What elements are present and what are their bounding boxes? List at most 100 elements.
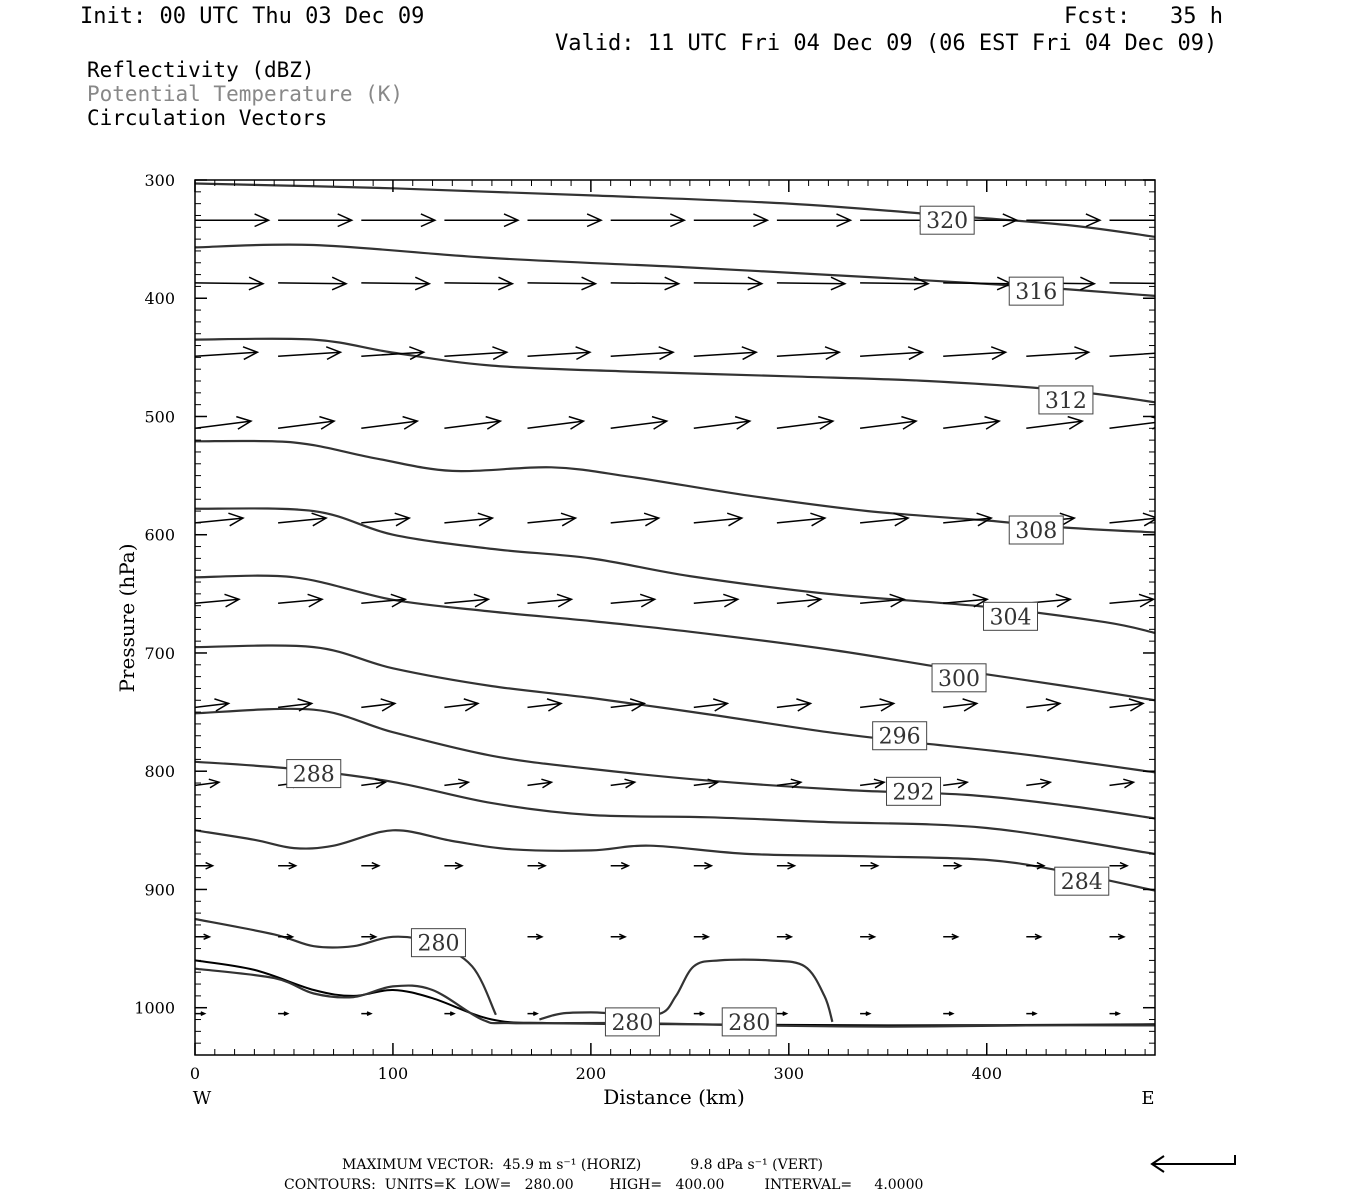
circulation-vector: [943, 512, 994, 527]
y-tick-label: 1000: [134, 999, 175, 1018]
circulation-vector: [278, 933, 295, 940]
circulation-vector: [444, 778, 471, 789]
contour-label: 308: [1015, 519, 1057, 544]
circulation-vector: [1109, 352, 1155, 357]
circulation-vector: [361, 213, 437, 228]
circulation-vector: [444, 512, 495, 527]
circulation-vector: [943, 698, 979, 712]
contour-label: 320: [926, 209, 968, 234]
circulation-vector: [361, 512, 412, 527]
legend-potential-temperature: Potential Temperature (K): [87, 82, 404, 106]
circulation-vector: [527, 861, 547, 870]
circulation-vector: [610, 276, 681, 291]
circulation-vector: [278, 861, 298, 870]
circulation-vector: [527, 213, 603, 228]
circulation-vector: [943, 346, 1008, 361]
circulation-vector: [278, 512, 328, 527]
circulation-vector: [1026, 415, 1085, 430]
circulation-vector: [860, 512, 910, 527]
contour-label: 300: [938, 667, 980, 692]
isentrope-284: [195, 829, 1155, 892]
circulation-vector: [693, 933, 711, 940]
y-tick-label: 300: [144, 171, 175, 190]
circulation-vector: [860, 346, 925, 361]
circulation-vector: [1026, 933, 1043, 940]
circulation-vector: [693, 778, 720, 789]
contour-label-box: [286, 759, 342, 789]
contour-label: 284: [1061, 870, 1103, 895]
circulation-vector: [527, 276, 598, 291]
circulation-vector: [278, 213, 354, 228]
circulation-vector: [776, 213, 853, 228]
circulation-vector: [1026, 346, 1091, 361]
circulation-vector: [527, 346, 592, 361]
circulation-vector: [195, 593, 241, 608]
circulation-vector: [943, 415, 1002, 430]
circulation-vector: [860, 861, 880, 870]
circulation-vector: [361, 698, 397, 712]
isentrope-312: [195, 337, 1155, 404]
circulation-vector: [361, 346, 426, 361]
circulation-vector: [610, 593, 657, 608]
circulation-vector: [1109, 415, 1155, 430]
circulation-vector: [693, 861, 714, 870]
circulation-vector: [1026, 778, 1053, 789]
circulation-vector: [693, 346, 759, 361]
circulation-vector: [195, 346, 260, 361]
circulation-vector: [278, 1011, 290, 1016]
circulation-vector: [1109, 593, 1155, 608]
circulation-vector: [1109, 778, 1136, 789]
circulation-vector: [943, 861, 963, 870]
x-tick-label: 400: [971, 1064, 1002, 1083]
circulation-vector: [195, 415, 253, 430]
circulation-vector: [776, 861, 797, 870]
contour-label-box: [1008, 276, 1064, 306]
circulation-vector: [278, 593, 324, 608]
circulation-vector: [278, 346, 343, 361]
circulation-vector: [444, 346, 509, 361]
x-tick-label: 0: [190, 1064, 200, 1083]
x-axis-left-end-label: W: [193, 1088, 212, 1109]
circulation-vector: [361, 593, 408, 608]
circulation-vector: [1109, 861, 1129, 870]
contour-label: 312: [1045, 389, 1087, 414]
circulation-vector: [444, 276, 515, 291]
circulation-vector: [278, 276, 348, 291]
x-tick-label: 300: [774, 1064, 805, 1083]
forecast-hour: Fcst: 35 h: [1064, 4, 1223, 29]
y-tick-label: 500: [144, 407, 175, 426]
circulation-vector: [776, 593, 823, 608]
circulation-vector: [1109, 1011, 1121, 1016]
circulation-vector: [195, 512, 245, 527]
circulation-vector: [527, 778, 554, 789]
circulation-vector: [776, 415, 835, 430]
circulation-vector: [610, 698, 647, 712]
contour-label-box: [1038, 385, 1094, 415]
contour-label: 280: [611, 1011, 653, 1036]
contour-info: CONTOURS: UNITS=K LOW= 280.00 HIGH= 400.…: [284, 1177, 924, 1193]
contour-label: 316: [1015, 280, 1057, 305]
y-tick-label: 800: [144, 762, 175, 781]
circulation-vector: [776, 346, 842, 361]
isentrope-296: [195, 644, 1155, 774]
circulation-vector: [860, 276, 930, 291]
circulation-vector: [527, 415, 586, 430]
circulation-vector: [776, 933, 794, 940]
circulation-vector: [693, 593, 740, 608]
reference-vector-icon: [1150, 1155, 1236, 1173]
isentrope-280: [195, 917, 497, 1016]
contour-label: 280: [417, 932, 459, 957]
circulation-vector: [860, 593, 906, 608]
init-time: Init: 00 UTC Thu 03 Dec 09: [80, 4, 425, 29]
circulation-vector: [361, 276, 432, 291]
isentrope-300: [195, 574, 1155, 702]
circulation-vector: [943, 933, 960, 940]
circulation-vector: [776, 1011, 789, 1016]
contour-label-box: [872, 721, 928, 751]
circulation-vector: [1026, 698, 1062, 712]
circulation-vector: [943, 593, 990, 608]
contour-label-box: [1054, 866, 1110, 896]
circulation-vector: [860, 933, 877, 940]
circulation-vector: [776, 698, 813, 712]
